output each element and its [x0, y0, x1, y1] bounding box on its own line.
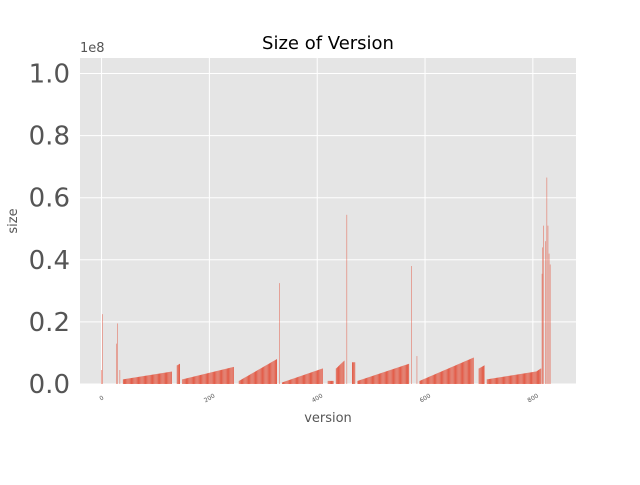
y-axis-label: size	[6, 208, 21, 233]
y-tick-label: 0.2	[29, 308, 70, 338]
y-tick-label: 0.8	[29, 122, 70, 152]
y-tick-label: 0.0	[29, 370, 70, 400]
x-axis-label: version	[304, 411, 352, 426]
y-tick-label: 0.6	[29, 184, 70, 214]
y-tick-label: 0.4	[29, 246, 70, 276]
plot-area	[80, 58, 576, 384]
y-offset-label: 1e8	[80, 41, 105, 56]
y-tick-label: 1.0	[29, 60, 70, 90]
chart-title: Size of Version	[262, 33, 394, 54]
